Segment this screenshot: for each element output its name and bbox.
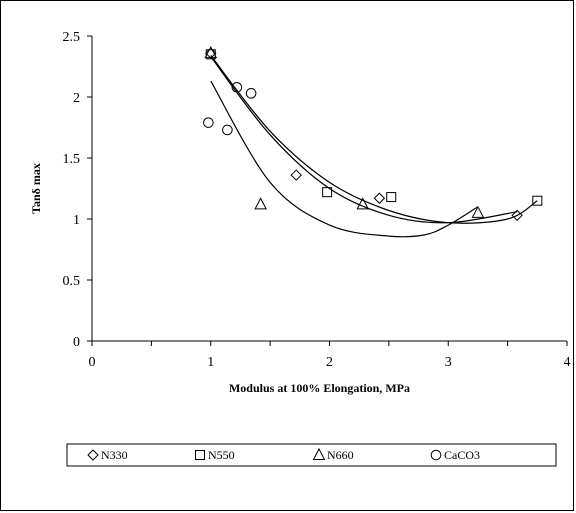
legend-label-n660: N660 bbox=[327, 448, 354, 462]
y-axis-title: Tanδ max bbox=[29, 163, 43, 214]
x-tick-label: 0 bbox=[89, 355, 96, 370]
x-tick-label: 3 bbox=[445, 355, 452, 370]
point-n550 bbox=[322, 187, 333, 198]
point-n660 bbox=[254, 197, 267, 210]
point-n330 bbox=[290, 169, 302, 181]
legend-label-n550: N550 bbox=[208, 448, 235, 462]
point-n660 bbox=[204, 46, 218, 59]
point-n330 bbox=[373, 192, 386, 204]
point-n550 bbox=[386, 192, 397, 203]
data-points bbox=[203, 46, 543, 222]
legend-label-caco3: CaCO3 bbox=[444, 448, 480, 462]
y-tick-label: 2 bbox=[73, 91, 80, 106]
y-tick-label: 2.5 bbox=[63, 30, 81, 45]
point-caco3 bbox=[222, 124, 233, 136]
y-tick-label: 0.5 bbox=[63, 274, 81, 289]
point-n550 bbox=[532, 195, 543, 206]
point-caco3 bbox=[203, 117, 214, 128]
point-n660 bbox=[356, 197, 370, 210]
y-tick-label: 1.5 bbox=[63, 152, 81, 167]
x-tick-label: 1 bbox=[207, 355, 214, 370]
legend-marker-n330 bbox=[87, 449, 99, 461]
trendline-n550 bbox=[210, 55, 538, 224]
legend-box bbox=[66, 443, 557, 467]
legend-marker-caco3 bbox=[430, 449, 442, 461]
legend-marker-n660 bbox=[312, 447, 326, 460]
point-caco3 bbox=[231, 81, 243, 93]
x-ticks: 0 1 2 3 4 bbox=[89, 341, 571, 370]
legend-label-n330: N330 bbox=[101, 448, 128, 462]
y-ticks: 0 0.5 1 1.5 2 2.5 bbox=[63, 30, 92, 350]
point-n660 bbox=[471, 205, 485, 218]
legend: N330 N550 N660 CaCO3 bbox=[66, 443, 557, 467]
x-tick-label: 2 bbox=[326, 355, 333, 370]
trendlines bbox=[210, 55, 538, 238]
point-n330 bbox=[511, 209, 523, 222]
point-caco3 bbox=[245, 88, 257, 99]
y-tick-label: 1 bbox=[73, 213, 80, 228]
y-tick-label: 0 bbox=[73, 335, 80, 350]
x-axis-title: Modulus at 100% Elongation, MPa bbox=[229, 381, 410, 395]
legend-marker-n550 bbox=[195, 450, 205, 460]
point-n550 bbox=[205, 49, 216, 60]
trendline-n660 bbox=[210, 80, 479, 238]
x-tick-label: 4 bbox=[564, 355, 571, 370]
trendline-n330 bbox=[210, 56, 518, 224]
